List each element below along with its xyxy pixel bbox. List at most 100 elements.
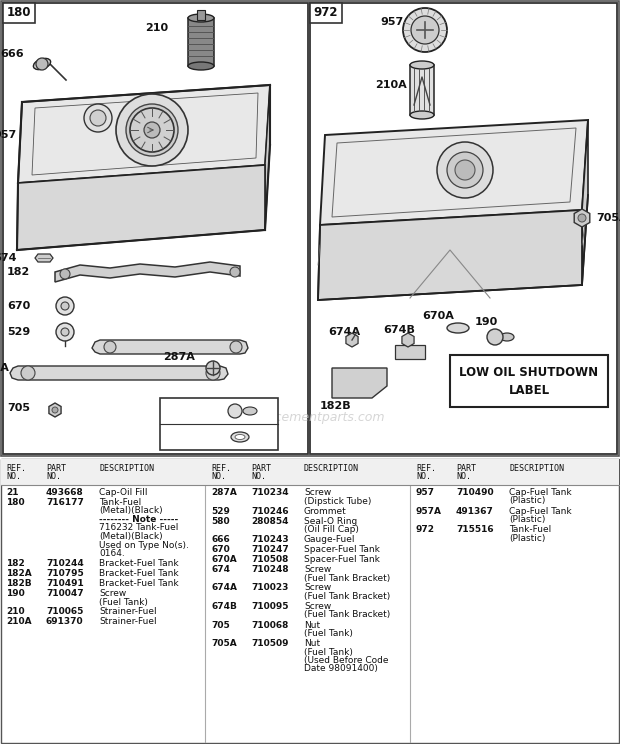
Text: 674: 674 bbox=[211, 565, 230, 574]
Text: Screw: Screw bbox=[304, 602, 331, 611]
Polygon shape bbox=[17, 165, 265, 250]
Circle shape bbox=[437, 142, 493, 198]
Text: 957A: 957A bbox=[416, 507, 442, 516]
Circle shape bbox=[21, 366, 35, 380]
Text: 182: 182 bbox=[7, 267, 30, 277]
Text: 710065: 710065 bbox=[46, 608, 83, 617]
Text: REF.: REF. bbox=[6, 464, 26, 473]
Circle shape bbox=[206, 361, 220, 375]
Text: 710508: 710508 bbox=[251, 555, 288, 564]
Circle shape bbox=[61, 302, 69, 310]
Bar bbox=[310, 3, 342, 23]
Text: 210A: 210A bbox=[375, 80, 407, 90]
Text: Strainer-Fuel: Strainer-Fuel bbox=[99, 618, 157, 626]
Circle shape bbox=[228, 404, 242, 418]
Text: (Fuel Tank Bracket): (Fuel Tank Bracket) bbox=[304, 611, 390, 620]
Text: 705A: 705A bbox=[596, 213, 620, 223]
Text: 529: 529 bbox=[7, 327, 30, 337]
Text: Spacer-Fuel Tank: Spacer-Fuel Tank bbox=[304, 545, 380, 554]
Text: Cap-Fuel Tank: Cap-Fuel Tank bbox=[509, 507, 572, 516]
Bar bbox=[310, 3, 617, 454]
Bar bbox=[197, 10, 205, 20]
Text: 182B: 182B bbox=[6, 579, 32, 588]
Text: PART: PART bbox=[456, 464, 476, 473]
Circle shape bbox=[487, 329, 503, 345]
Text: Used on Type No(s).: Used on Type No(s). bbox=[99, 540, 189, 550]
Bar bbox=[450, 355, 608, 407]
Text: (Plastic): (Plastic) bbox=[509, 496, 546, 505]
Text: REF.: REF. bbox=[416, 464, 436, 473]
Text: (Fuel Tank): (Fuel Tank) bbox=[304, 629, 353, 638]
Text: (Fuel Tank Bracket): (Fuel Tank Bracket) bbox=[304, 592, 390, 601]
Text: 674A: 674A bbox=[211, 583, 237, 592]
Text: Bracket-Fuel Tank: Bracket-Fuel Tank bbox=[99, 569, 179, 578]
Text: 710244: 710244 bbox=[46, 559, 84, 568]
Circle shape bbox=[56, 323, 74, 341]
Circle shape bbox=[56, 297, 74, 315]
Text: Strainer-Fuel: Strainer-Fuel bbox=[99, 608, 157, 617]
Text: 710795: 710795 bbox=[46, 569, 84, 578]
Ellipse shape bbox=[231, 432, 249, 442]
Text: 666: 666 bbox=[211, 535, 230, 544]
Text: -------- Note -----: -------- Note ----- bbox=[99, 515, 179, 524]
Circle shape bbox=[206, 366, 220, 380]
Text: PART: PART bbox=[46, 464, 66, 473]
Text: 674A: 674A bbox=[328, 327, 360, 337]
Text: (Plastic): (Plastic) bbox=[509, 533, 546, 542]
Polygon shape bbox=[18, 85, 270, 183]
Bar bbox=[188, 18, 214, 66]
Text: Date 98091400): Date 98091400) bbox=[304, 664, 378, 673]
Text: Grommet: Grommet bbox=[304, 507, 347, 516]
Text: 491367: 491367 bbox=[456, 507, 494, 516]
Text: 972: 972 bbox=[416, 525, 435, 534]
Text: 957: 957 bbox=[0, 130, 17, 140]
Polygon shape bbox=[320, 120, 588, 225]
Circle shape bbox=[60, 269, 70, 279]
Polygon shape bbox=[574, 209, 590, 227]
Text: 180: 180 bbox=[7, 7, 31, 19]
Text: 710248: 710248 bbox=[251, 565, 289, 574]
Circle shape bbox=[61, 328, 69, 336]
Circle shape bbox=[230, 341, 242, 353]
Text: REF.: REF. bbox=[211, 464, 231, 473]
Text: DESCRIPTION: DESCRIPTION bbox=[509, 464, 564, 473]
Text: Tank-Fuel: Tank-Fuel bbox=[99, 498, 141, 507]
Text: 493668: 493668 bbox=[46, 488, 84, 497]
Text: (Used Before Code: (Used Before Code bbox=[304, 656, 389, 665]
Bar bbox=[160, 398, 278, 450]
Bar bbox=[410, 65, 434, 115]
Text: (Metal)(Black): (Metal)(Black) bbox=[99, 532, 162, 541]
Circle shape bbox=[447, 152, 483, 188]
Text: (Metal)(Black): (Metal)(Black) bbox=[99, 507, 162, 516]
Text: 710047: 710047 bbox=[46, 589, 84, 598]
Text: 710246: 710246 bbox=[251, 507, 289, 516]
Text: PART: PART bbox=[251, 464, 271, 473]
Text: Nut: Nut bbox=[304, 639, 320, 648]
Text: LABEL: LABEL bbox=[508, 383, 549, 397]
Polygon shape bbox=[402, 333, 414, 347]
Text: 210A: 210A bbox=[6, 618, 32, 626]
Ellipse shape bbox=[235, 434, 245, 440]
Text: 670A: 670A bbox=[211, 555, 237, 564]
Bar bbox=[395, 345, 425, 359]
Text: 670: 670 bbox=[7, 301, 30, 311]
Text: 710243: 710243 bbox=[251, 535, 289, 544]
Text: 0164.: 0164. bbox=[99, 549, 125, 558]
Text: Gauge-Fuel: Gauge-Fuel bbox=[304, 535, 355, 544]
Ellipse shape bbox=[500, 333, 514, 341]
Circle shape bbox=[578, 214, 586, 222]
Text: 957: 957 bbox=[416, 488, 435, 497]
Ellipse shape bbox=[33, 58, 51, 70]
Text: 705: 705 bbox=[211, 620, 230, 629]
Text: 972: 972 bbox=[314, 7, 339, 19]
Ellipse shape bbox=[410, 111, 434, 119]
Text: DESCRIPTION: DESCRIPTION bbox=[99, 464, 154, 473]
Text: Spacer-Fuel Tank: Spacer-Fuel Tank bbox=[304, 555, 380, 564]
Polygon shape bbox=[10, 366, 228, 380]
Ellipse shape bbox=[188, 14, 214, 22]
Bar bbox=[3, 3, 35, 23]
Text: 674B: 674B bbox=[211, 602, 237, 611]
Circle shape bbox=[403, 8, 447, 52]
Circle shape bbox=[52, 407, 58, 413]
Polygon shape bbox=[346, 333, 358, 347]
